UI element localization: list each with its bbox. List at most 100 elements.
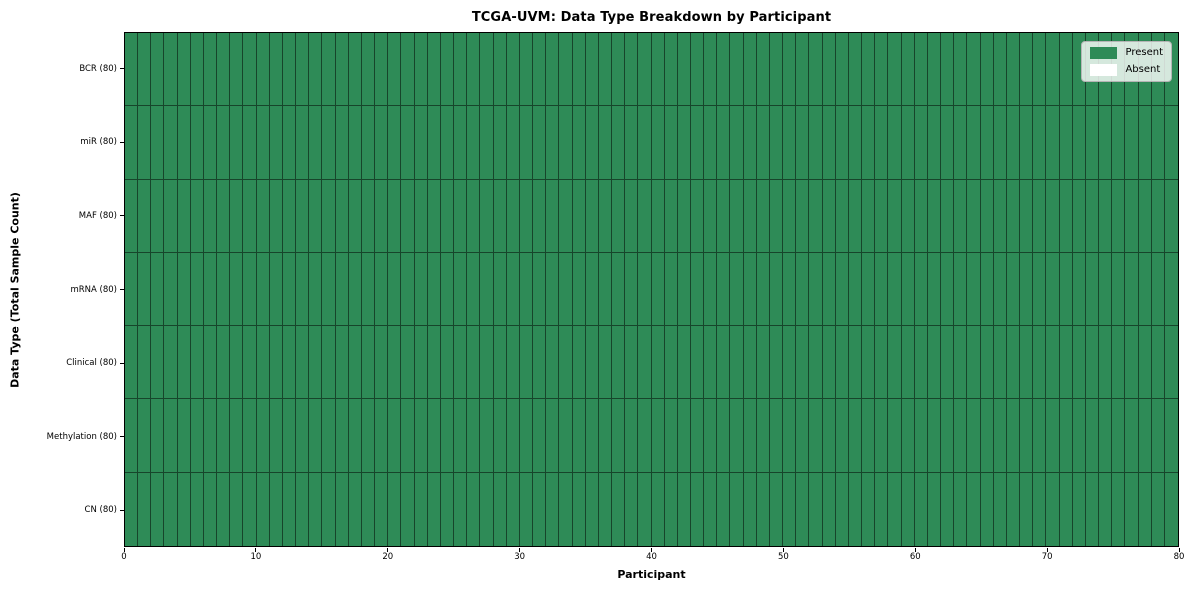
heatmap-cell — [980, 472, 994, 546]
legend-swatch-present — [1090, 47, 1118, 59]
legend-item-absent: Absent — [1090, 64, 1163, 76]
heatmap-cell — [690, 106, 705, 180]
heatmap-cell — [138, 252, 152, 327]
heatmap-cell — [809, 106, 823, 180]
heatmap-cell — [388, 472, 402, 546]
legend: Present Absent — [1081, 41, 1172, 82]
heatmap-cell — [151, 326, 165, 400]
heatmap-cell — [269, 472, 283, 546]
heatmap-cell — [309, 399, 323, 473]
heatmap-cell — [533, 399, 547, 473]
heatmap-cell — [927, 33, 942, 107]
heatmap-cell — [454, 472, 468, 546]
heatmap-cell — [835, 472, 849, 546]
heatmap-cell — [1072, 326, 1086, 400]
heatmap-cell — [1046, 33, 1060, 107]
heatmap-cell — [506, 179, 520, 253]
heatmap-cell — [756, 472, 770, 546]
heatmap-cell — [809, 326, 823, 400]
heatmap-cell — [585, 33, 599, 107]
heatmap-cell — [519, 252, 534, 327]
heatmap-cell — [625, 472, 639, 546]
heatmap-cell — [546, 252, 560, 327]
heatmap-cell — [1059, 472, 1073, 546]
x-tick-label: 0 — [121, 552, 127, 562]
heatmap-cell — [533, 472, 547, 546]
heatmap-cell — [164, 472, 178, 546]
heatmap-cell — [1020, 399, 1034, 473]
heatmap-cell — [1138, 399, 1152, 473]
heatmap-cell — [519, 179, 534, 253]
heatmap-cell — [980, 179, 994, 253]
heatmap-cell — [519, 106, 534, 180]
heatmap-cell — [743, 472, 757, 546]
heatmap-cell — [651, 252, 665, 327]
heatmap-cell — [546, 326, 560, 400]
heatmap-cell — [454, 252, 468, 327]
y-tick-label: Methylation (80) — [46, 431, 117, 442]
heatmap-cell — [1112, 179, 1126, 253]
x-tick-mark — [123, 548, 125, 552]
heatmap-cell — [677, 252, 691, 327]
heatmap-cell — [269, 399, 283, 473]
heatmap-cell — [335, 326, 349, 400]
heatmap-cell — [901, 106, 915, 180]
heatmap-cell — [756, 399, 770, 473]
heatmap-cell — [414, 33, 428, 107]
heatmap-cell — [401, 399, 415, 473]
heatmap-cell — [730, 33, 744, 107]
heatmap-cell — [783, 179, 797, 253]
heatmap-cell — [756, 326, 770, 400]
heatmap-cell — [690, 472, 705, 546]
heatmap-cell — [1125, 326, 1139, 400]
heatmap-cell — [217, 399, 231, 473]
heatmap-cell — [875, 472, 889, 546]
heatmap-cell — [1072, 252, 1086, 327]
heatmap-cell — [427, 179, 441, 253]
heatmap-cell — [1151, 472, 1165, 546]
heatmap-cell — [296, 399, 310, 473]
heatmap-cell — [1059, 33, 1073, 107]
heatmap-cell — [1020, 326, 1034, 400]
heatmap-cell — [993, 106, 1007, 180]
heatmap-cell — [677, 326, 691, 400]
heatmap-cell — [1164, 179, 1178, 253]
heatmap-cell — [440, 179, 455, 253]
heatmap-cell — [625, 179, 639, 253]
heatmap-cell — [954, 252, 968, 327]
heatmap-cell — [361, 179, 376, 253]
heatmap-cell — [282, 472, 297, 546]
heatmap-cell — [1151, 326, 1165, 400]
heatmap-cell — [651, 326, 665, 400]
heatmap-cell — [493, 179, 507, 253]
heatmap-cell — [388, 252, 402, 327]
heatmap-cell — [256, 399, 270, 473]
heatmap-cell — [256, 179, 270, 253]
heatmap-cell — [1125, 472, 1139, 546]
heatmap-cell — [506, 106, 520, 180]
heatmap-cell — [388, 399, 402, 473]
heatmap-cell — [993, 472, 1007, 546]
heatmap-cell — [941, 179, 955, 253]
heatmap-cell — [612, 179, 626, 253]
heatmap-cell — [546, 33, 560, 107]
heatmap-cell — [559, 106, 573, 180]
heatmap-cell — [1033, 399, 1047, 473]
heatmap-cell — [967, 326, 981, 400]
heatmap-cell — [440, 33, 455, 107]
heatmap-cell — [1059, 106, 1073, 180]
heatmap-cell — [335, 179, 349, 253]
heatmap-cell — [269, 252, 283, 327]
heatmap-cell — [717, 399, 731, 473]
plot-area: Present Absent — [124, 32, 1179, 547]
heatmap-cell — [361, 106, 376, 180]
heatmap-cell — [533, 179, 547, 253]
heatmap-cell — [454, 326, 468, 400]
heatmap-cell — [427, 472, 441, 546]
heatmap-cell — [875, 252, 889, 327]
heatmap-cell — [388, 179, 402, 253]
heatmap-cell — [954, 33, 968, 107]
heatmap-cell — [493, 252, 507, 327]
heatmap-cell — [335, 106, 349, 180]
